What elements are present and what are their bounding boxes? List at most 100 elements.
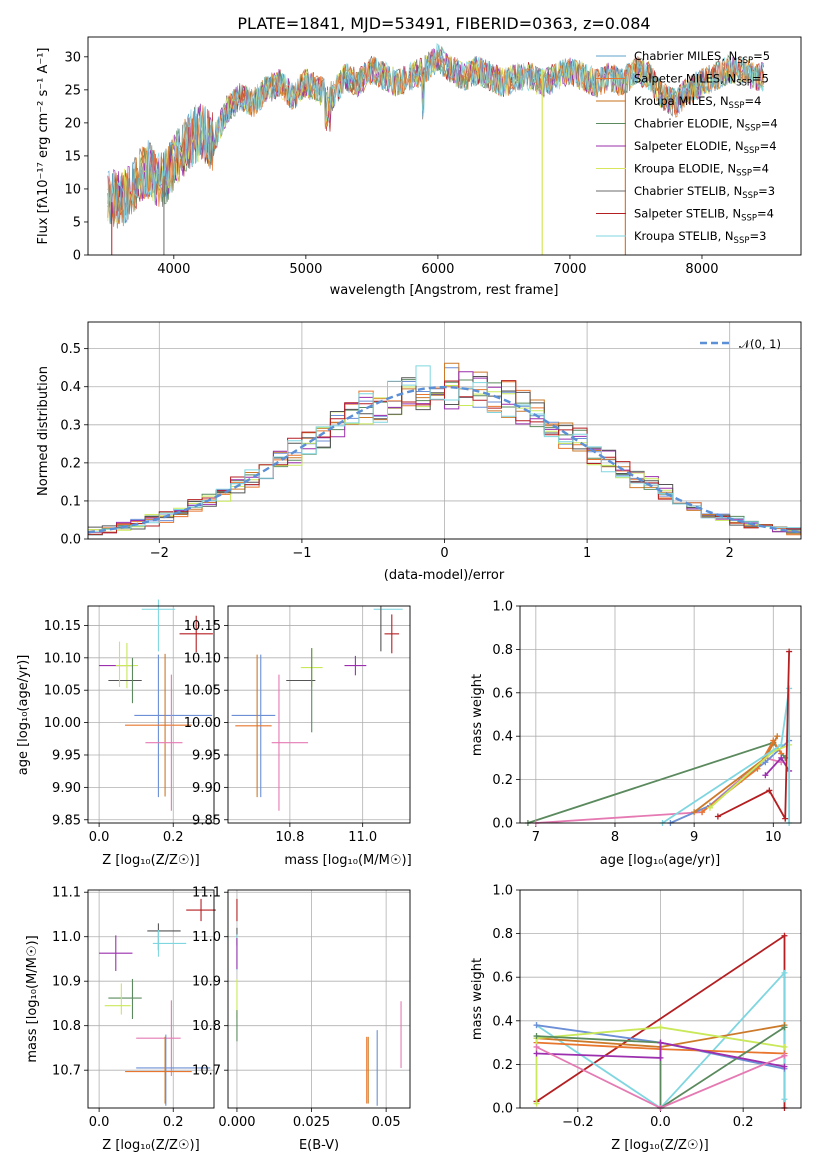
y-tick-label: 10.7 [52,1064,81,1079]
mass-weight-age-marker [762,772,769,779]
x-tick-label: 1 [583,546,591,561]
axes-frame [87,605,215,824]
y-tick-label: 10.10 [44,651,81,666]
legend-label: Kroupa STELIB, NSSP=3 [634,229,766,246]
mass-weight-Z-marker [533,1033,540,1040]
mass-vs-extinction-panel: 0.000 0.025 0.05 10.7 10.8 10.9 11.0 11.1 E(B-V) [192,886,411,1153]
y-tick-label: 11.1 [192,886,221,901]
mass-weight-age-marker [778,741,785,748]
axes-frame [87,889,215,1109]
y-axis-label: age [log₁₀(age/yr)] [16,655,31,776]
mass-weight-Z-marker [657,1024,664,1031]
mass-weight-Z-marker [657,1054,664,1061]
y-tick-label: 15 [64,149,81,164]
age-vs-metallicity-panel: 0.0 0.2 9.85 9.90 9.95 10.00 10.05 10.10 10.15 Z … [16,599,215,868]
y-tick-label: 1.0 [492,600,513,615]
mass-weight-age-marker [714,813,721,820]
y-axis-label: mass weight [470,674,485,756]
x-tick-label: 0.025 [293,1115,330,1130]
mass-weight-Z-marker [781,1043,788,1050]
mass-weight-age-marker [754,765,761,772]
y-tick-label: 0.6 [492,686,513,701]
mass-weight-Z-marker [781,1024,788,1031]
mass-weight-Z-marker [533,1043,540,1050]
y-tick-label: 11.0 [52,930,81,945]
y-tick-label: 10.9 [52,975,81,990]
mass-weight-age-marker [778,754,785,761]
mass-weight-Z-marker [533,1050,540,1057]
y-tick-label: 10.8 [52,1019,81,1034]
y-tick-label: 9.90 [192,781,221,796]
x-axis-label: Z [log₁₀(Z/Z☉)] [102,1138,199,1153]
y-tick-label: 0.2 [492,1058,513,1073]
age-vs-mass-panel: 10.8 11.0 9.85 9.90 9.95 10.00 10.05 10.10 10.15… [184,605,412,868]
x-tick-label: 8 [611,830,619,845]
x-tick-label: −2 [150,546,169,561]
mass-weight-age-marker [774,733,781,740]
y-tick-label: 10.15 [184,619,221,634]
legend-label: Salpeter STELIB, NSSP=4 [634,207,774,224]
x-tick-label: 0.05 [372,1115,401,1130]
x-tick-label: 11.0 [348,830,377,845]
axes-frame [227,605,411,824]
y-axis-label: mass weight [470,958,485,1040]
y-tick-label: 11.0 [192,930,221,945]
y-tick-label: 10.10 [184,651,221,666]
mass-weight-age-line [662,688,790,824]
mass-weight-Z-marker [781,1063,788,1070]
mass-weight-age-marker [706,804,713,811]
mass-weight-age-marker [766,787,773,794]
axes-frame [87,321,802,540]
x-tick-label: 10 [765,830,782,845]
y-tick-label: 0.1 [60,494,81,509]
x-tick-label: 0.2 [163,1115,184,1130]
y-tick-label: 11.1 [52,886,81,901]
y-axis-label: Normed distribution [36,366,51,496]
y-tick-label: 10.7 [192,1064,221,1079]
x-tick-label: 4000 [157,262,190,277]
x-axis-label: age [log₁₀(age/yr)] [600,853,721,868]
x-tick-label: 0.0 [650,1115,671,1130]
mass-weight-age-line [709,744,790,809]
mass-weight-Z-marker [657,1039,664,1046]
mass-weight-Z-marker [533,1022,540,1029]
axes-frame [519,605,802,824]
spectrum-panel: 4000 5000 6000 7000 8000 0 5 10 15 20 25 30 waveleng… [36,36,802,298]
y-tick-label: 0.8 [492,643,513,658]
x-tick-label: 2 [726,546,734,561]
y-tick-label: 0.4 [492,1014,513,1029]
mass-weight-age-marker [699,809,706,816]
figure-title: PLATE=1841, MJD=53491, FIBERID=0363, z=0… [237,14,650,33]
y-tick-label: 0.3 [60,418,81,433]
x-tick-label: 9 [690,830,698,845]
mass-vs-metallicity-panel: 0.0 0.2 10.7 10.8 10.9 11.0 11.1 Z [log₁₀(Z/Z☉)… [25,886,216,1153]
spectrum-lines [107,42,765,255]
mass-weight-vs-metallicity-panel: −0.2 0.0 0.2 0.0 0.2 0.4 0.6 0.8 1.0 Z [log₁₀(Z/Z… [470,884,802,1153]
legend-label: Kroupa MILES, NSSP=4 [634,94,761,111]
y-tick-label: 0.4 [492,730,513,745]
x-axis-label: Z [log₁₀(Z/Z☉)] [611,1138,708,1153]
y-tick-label: 10.00 [44,716,81,731]
legend-label: Salpeter MILES, NSSP=5 [634,72,769,89]
x-tick-label: 8000 [685,262,718,277]
mass-weight-Z-marker [533,1100,540,1107]
legend-label: Salpeter ELODIE, NSSP=4 [634,139,777,156]
y-tick-label: 9.85 [192,813,221,828]
mass-weight-Z-marker [781,932,788,939]
axes-frame [227,889,411,1109]
y-tick-label: 10.8 [192,1019,221,1034]
y-tick-label: 10.9 [192,975,221,990]
x-tick-label: 5000 [289,262,322,277]
mass-weight-Z-line [536,1026,785,1110]
y-tick-label: 10.05 [44,684,81,699]
normal-curve [87,385,802,534]
x-tick-label: 0.2 [163,830,184,845]
y-axis-label: mass [log₁₀(M/M☉)] [25,935,40,1062]
axes-frame [87,36,802,256]
legend-label: 𝒩(0, 1) [739,337,781,351]
x-tick-label: 6000 [421,262,454,277]
x-tick-label: −1 [292,546,311,561]
y-tick-label: 0.0 [492,817,513,832]
y-tick-label: 0.5 [60,342,81,357]
x-tick-label: 0.000 [218,1115,255,1130]
